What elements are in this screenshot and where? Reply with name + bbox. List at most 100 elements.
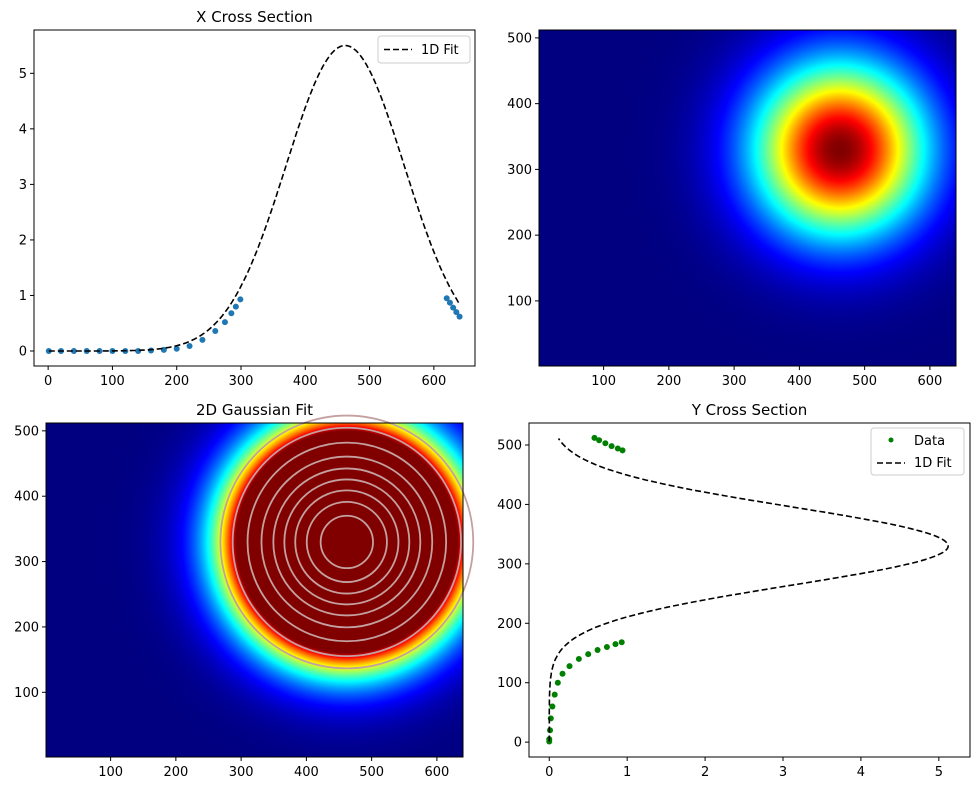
x-cross-section-data-point: [228, 310, 235, 317]
y-cross-section-data-point: [575, 655, 582, 662]
x-cross-section-data-point: [237, 296, 244, 303]
gaussian-fit-heatmap: [46, 423, 463, 757]
x-cross-section-xtick-label: 600: [421, 374, 446, 389]
y-cross-section-data-point: [603, 644, 610, 651]
x-cross-section-xtick-label: 200: [164, 374, 189, 389]
gaussian-image-ytick-label: 500: [507, 31, 532, 46]
gaussian-image-xtick-label: 300: [722, 374, 747, 389]
x-cross-section-data-point: [45, 348, 52, 355]
x-cross-section-data-point: [453, 309, 460, 316]
x-cross-section-data-point: [199, 336, 206, 343]
y-cross-section-axes-frame: [528, 422, 971, 758]
y-cross-section-title: Y Cross Section: [691, 401, 808, 419]
gaussian-fit-xtick-label: 100: [98, 765, 123, 780]
x-cross-section-xtick-label: 300: [229, 374, 254, 389]
y-cross-section-ytick-label: 100: [497, 676, 522, 691]
x-cross-section-ytick-label: 4: [19, 122, 27, 137]
y-cross-section-ytick-label: 0: [514, 736, 522, 751]
gaussian-image-xtick-label: 500: [852, 374, 877, 389]
y-cross-section-data-point: [614, 445, 621, 452]
x-cross-section-panel: X Cross Section 0 100 200 300 400 500 600 0 1 2 3 4…: [19, 8, 476, 389]
x-cross-section-axes-frame: [33, 29, 476, 367]
gaussian-fit-xtick-label: 300: [229, 765, 254, 780]
gaussian-image-ytick-label: 400: [507, 97, 532, 112]
gaussian-fit-xtick-label: 600: [424, 765, 449, 780]
y-cross-section-xtick-label: 4: [857, 765, 865, 780]
x-cross-section-data-point: [232, 303, 239, 310]
y-cross-section-data-point: [612, 641, 619, 648]
gaussian-fit-ytick-label: 200: [14, 620, 39, 635]
y-cross-section-xtick-label: 0: [545, 765, 553, 780]
x-cross-section-data-point: [450, 304, 457, 311]
gaussian-fit-ytick-label: 500: [14, 424, 39, 439]
y-cross-section-panel: Y Cross Section 0 1 2 3 4 5 0 100 200 300 400 500 D…: [497, 401, 971, 780]
x-cross-section-data-point: [186, 343, 193, 350]
x-cross-section-fit-line: [48, 44, 460, 352]
x-cross-section-ytick-label: 5: [19, 67, 27, 82]
gaussian-fit-xtick-label: 400: [294, 765, 319, 780]
gaussian-fit-title: 2D Gaussian Fit: [196, 401, 313, 419]
x-cross-section-data-point: [212, 328, 219, 335]
x-cross-section-ytick-label: 1: [19, 289, 27, 304]
gaussian-fit-axes-frame: [45, 422, 464, 758]
x-cross-section-data-point: [446, 299, 453, 306]
x-cross-section-legend: 1D Fit: [377, 35, 471, 64]
x-cross-section-ytick-label: 2: [19, 233, 27, 248]
y-cross-section-data-point: [585, 651, 592, 658]
x-cross-section-data-point: [456, 313, 463, 320]
legend-fit-label: 1D Fit: [421, 43, 459, 58]
legend-data-swatch: [888, 437, 894, 443]
gaussian-image-ytick-label: 300: [507, 163, 532, 178]
y-cross-section-xtick-label: 2: [701, 765, 709, 780]
gaussian-fit-contour: [283, 478, 411, 606]
y-cross-section-ytick-label: 200: [497, 617, 522, 632]
gaussian-fit-ytick-label: 400: [14, 490, 39, 505]
x-cross-section-data-point: [443, 295, 450, 302]
x-cross-section-data-point: [221, 319, 228, 326]
y-cross-section-data-point: [608, 443, 615, 450]
y-cross-section-xtick-label: 5: [935, 765, 943, 780]
x-cross-section-ytick-label: 0: [19, 345, 27, 360]
y-cross-section-data-point: [602, 440, 609, 447]
gaussian-fit-panel: 2D Gaussian Fit 100 200 300 400 500 600 100 200…: [14, 401, 475, 780]
x-cross-section-xtick-label: 500: [357, 374, 382, 389]
gaussian-image-ytick-label: 100: [507, 294, 532, 309]
y-cross-section-data-point: [551, 691, 558, 698]
x-cross-section-data-point: [173, 345, 180, 352]
y-cross-section-data-point: [549, 703, 556, 710]
y-cross-section-ytick-label: 500: [497, 438, 522, 453]
gaussian-fit-contour: [272, 467, 422, 617]
gaussian-fit-contour: [294, 489, 400, 595]
y-cross-section-data-point: [554, 679, 561, 686]
x-cross-section-xtick-label: 400: [293, 374, 318, 389]
y-cross-section-data-point: [594, 647, 601, 654]
gaussian-image-xtick-label: 400: [787, 374, 812, 389]
y-cross-section-fit-line: [548, 438, 949, 742]
gaussian-image-heatmap: [539, 30, 956, 366]
x-cross-section-xtick-label: 0: [44, 374, 52, 389]
y-cross-section-data-point: [566, 663, 573, 670]
gaussian-fit-contour: [319, 514, 374, 570]
legend-data-label: Data: [914, 434, 945, 449]
x-cross-section-xtick-label: 100: [100, 374, 125, 389]
gaussian-fit-ytick-label: 100: [14, 686, 39, 701]
y-cross-section-data-point: [618, 639, 625, 646]
y-cross-section-data-point: [619, 447, 626, 454]
gaussian-fit-contour: [260, 455, 434, 629]
y-cross-section-ytick-label: 400: [497, 498, 522, 513]
x-cross-section-title: X Cross Section: [196, 8, 313, 26]
gaussian-image-ytick-label: 200: [507, 229, 532, 244]
gaussian-fit-contour: [219, 414, 475, 670]
y-cross-section-data-point: [591, 434, 598, 441]
y-cross-section-data-point: [559, 670, 566, 677]
gaussian-image-xtick-label: 600: [917, 374, 942, 389]
gaussian-image-xtick-label: 200: [656, 374, 681, 389]
y-cross-section-xtick-label: 3: [779, 765, 787, 780]
gaussian-fit-xtick-label: 500: [359, 765, 384, 780]
legend-fit-label: 1D Fit: [914, 456, 952, 471]
y-cross-section-legend: Data 1D Fit: [870, 427, 965, 476]
y-cross-section-data-point: [596, 437, 603, 444]
gaussian-fit-contour: [246, 441, 448, 643]
y-cross-section-xtick-label: 1: [623, 765, 631, 780]
